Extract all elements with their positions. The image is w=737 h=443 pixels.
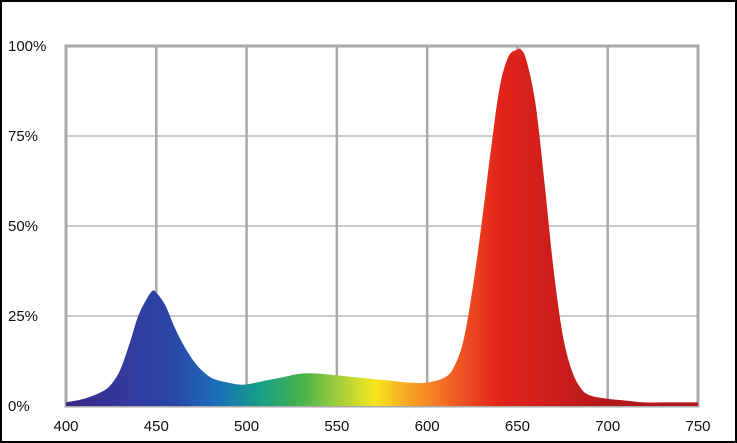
y-tick-label: 75% bbox=[8, 128, 38, 145]
x-tick-label: 650 bbox=[505, 418, 530, 435]
x-tick-label: 500 bbox=[234, 418, 259, 435]
x-tick-label: 700 bbox=[595, 418, 620, 435]
x-tick-label: 400 bbox=[53, 418, 78, 435]
y-tick-label: 100% bbox=[8, 38, 46, 55]
axis-ticks: 400 450 500 550 600 650 700 750 0% 25% 50% 75% 100% bbox=[8, 38, 711, 435]
y-tick-label: 50% bbox=[8, 218, 38, 235]
y-tick-label: 0% bbox=[8, 398, 30, 415]
x-tick-label: 600 bbox=[415, 418, 440, 435]
x-tick-label: 450 bbox=[144, 418, 169, 435]
spectrum-area bbox=[66, 48, 698, 407]
x-tick-label: 750 bbox=[685, 418, 710, 435]
y-tick-label: 25% bbox=[8, 308, 38, 325]
x-tick-label: 550 bbox=[324, 418, 349, 435]
